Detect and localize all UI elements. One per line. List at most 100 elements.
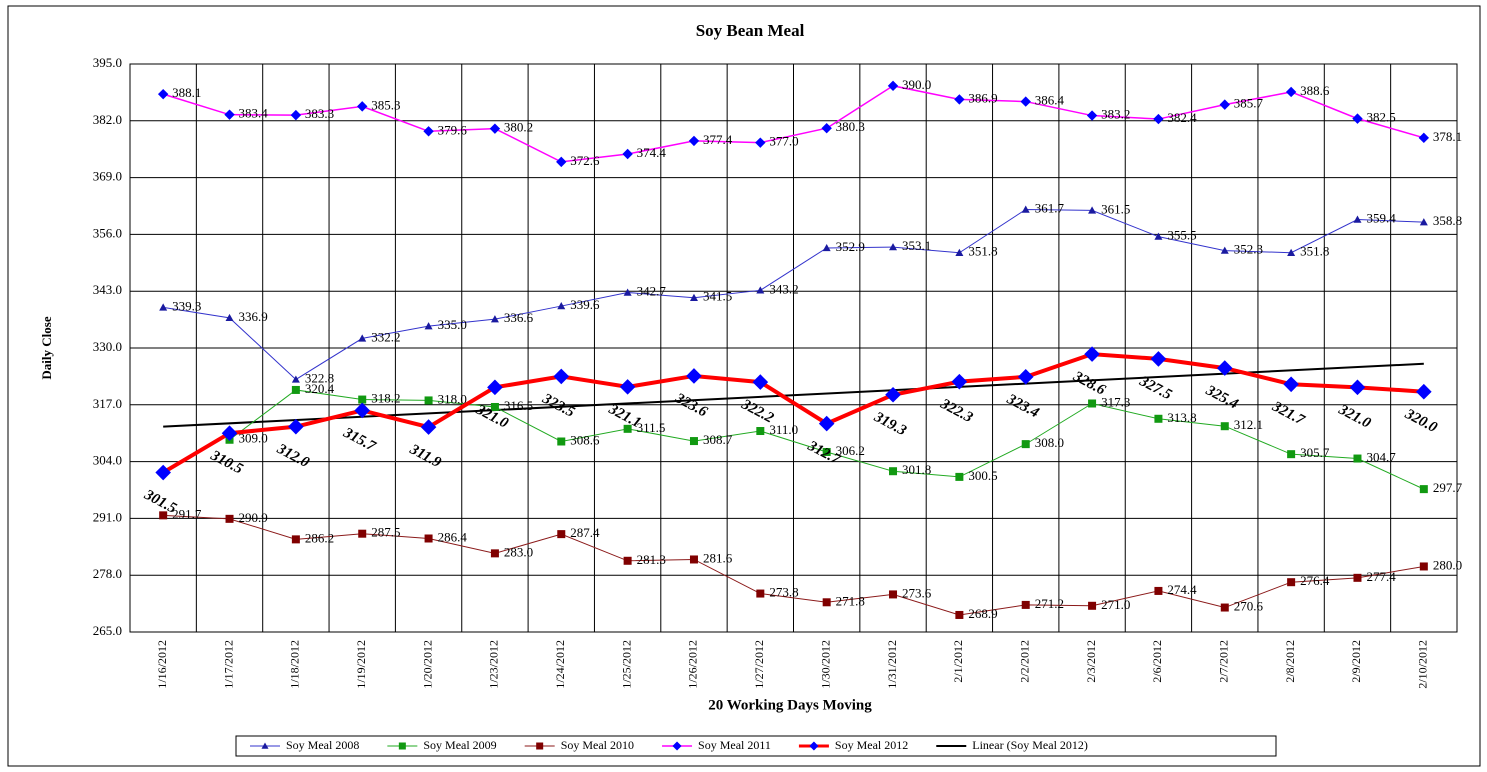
data-label: 281.6 (703, 550, 733, 565)
marker (358, 395, 367, 404)
marker (822, 598, 831, 607)
data-label: 320.0 (1401, 406, 1440, 437)
data-label: 286.2 (305, 530, 334, 545)
data-label: 319.3 (871, 409, 910, 440)
data-label: 380.2 (504, 120, 533, 135)
marker (424, 534, 433, 543)
chart-title: Soy Bean Meal (696, 21, 805, 40)
legend-marker (536, 742, 544, 750)
data-label: 390.0 (902, 77, 931, 92)
data-label: 383.2 (1101, 107, 1130, 122)
data-label: 383.3 (305, 106, 334, 121)
marker (1154, 586, 1163, 595)
chart-border (7, 5, 1481, 767)
data-label: 388.1 (172, 85, 201, 100)
data-label: 309.0 (239, 431, 268, 446)
marker (556, 156, 567, 168)
marker (1349, 379, 1366, 396)
data-label: 343.2 (769, 281, 798, 296)
data-label: 291.7 (172, 506, 202, 521)
marker (1216, 360, 1233, 376)
x-tick-label: 1/26/2012 (686, 640, 700, 689)
marker (354, 402, 371, 419)
marker (557, 437, 566, 446)
data-label: 358.8 (1433, 213, 1462, 228)
data-label: 283.0 (504, 544, 533, 559)
data-label: 276.4 (1300, 573, 1330, 588)
data-label: 322.3 (937, 396, 976, 427)
marker (752, 374, 769, 390)
x-tick-label: 2/3/2012 (1084, 640, 1098, 683)
data-label: 271.2 (1035, 596, 1064, 611)
marker (1353, 215, 1362, 223)
data-label: 313.8 (1167, 410, 1196, 425)
marker (1283, 376, 1299, 393)
legend-label: Soy Meal 2009 (423, 738, 496, 752)
legend-label: Soy Meal 2011 (698, 738, 771, 752)
marker (423, 126, 434, 137)
data-label: 379.6 (438, 122, 468, 137)
marker (1088, 399, 1097, 408)
marker (1220, 246, 1229, 254)
marker (688, 135, 700, 147)
data-label: 271.8 (836, 593, 865, 608)
marker (291, 375, 300, 383)
x-tick-label: 1/23/2012 (487, 640, 501, 689)
marker (1088, 601, 1097, 610)
marker (756, 589, 765, 598)
marker (225, 313, 234, 322)
marker (1220, 603, 1229, 612)
data-label: 351.8 (1300, 244, 1329, 259)
marker (822, 447, 831, 456)
y-tick-label: 278.0 (93, 566, 122, 581)
marker (1419, 485, 1428, 494)
y-tick-label: 317.0 (93, 396, 122, 411)
marker (221, 425, 238, 441)
marker (889, 467, 898, 476)
x-tick-label: 2/6/2012 (1150, 640, 1164, 683)
legend-label: Soy Meal 2008 (286, 738, 359, 752)
data-label: 287.5 (371, 525, 400, 540)
marker (1353, 454, 1362, 463)
marker (487, 379, 503, 396)
marker (1419, 218, 1428, 226)
marker (686, 368, 702, 384)
marker (225, 514, 234, 523)
marker (1021, 600, 1030, 609)
marker (1418, 132, 1430, 144)
data-label: 323.6 (672, 390, 711, 421)
x-tick-label: 1/31/2012 (885, 640, 899, 689)
marker (1287, 248, 1296, 256)
legend-box (235, 735, 1277, 757)
marker (822, 243, 831, 252)
data-label: 318.0 (438, 391, 467, 406)
data-label: 317.3 (1101, 394, 1130, 409)
x-tick-label: 1/17/2012 (221, 640, 235, 689)
x-tick-label: 2/7/2012 (1217, 640, 1231, 683)
marker (288, 418, 304, 435)
marker (1154, 232, 1163, 240)
legend-label: Soy Meal 2012 (835, 738, 908, 752)
data-label: 322.2 (738, 396, 777, 427)
data-label: 339.3 (172, 298, 201, 313)
marker (159, 303, 168, 311)
legend-label: Linear (Soy Meal 2012) (972, 738, 1088, 752)
data-label: 385.7 (1234, 96, 1264, 111)
marker (689, 437, 698, 446)
marker (756, 286, 765, 294)
data-label: 290.9 (239, 510, 268, 525)
data-label: 342.7 (637, 283, 667, 298)
legend-marker (398, 742, 406, 750)
x-tick-label: 2/2/2012 (1017, 640, 1031, 683)
trendline (163, 362, 1424, 428)
marker (955, 610, 964, 619)
y-axis-title: Daily Close (39, 316, 54, 379)
data-label: 316.5 (504, 398, 533, 413)
marker (689, 555, 698, 564)
marker (818, 415, 835, 432)
x-tick-label: 1/18/2012 (288, 640, 302, 689)
data-label: 271.0 (1101, 597, 1130, 612)
y-tick-label: 382.0 (93, 112, 122, 127)
data-label: 321.7 (1269, 398, 1308, 429)
